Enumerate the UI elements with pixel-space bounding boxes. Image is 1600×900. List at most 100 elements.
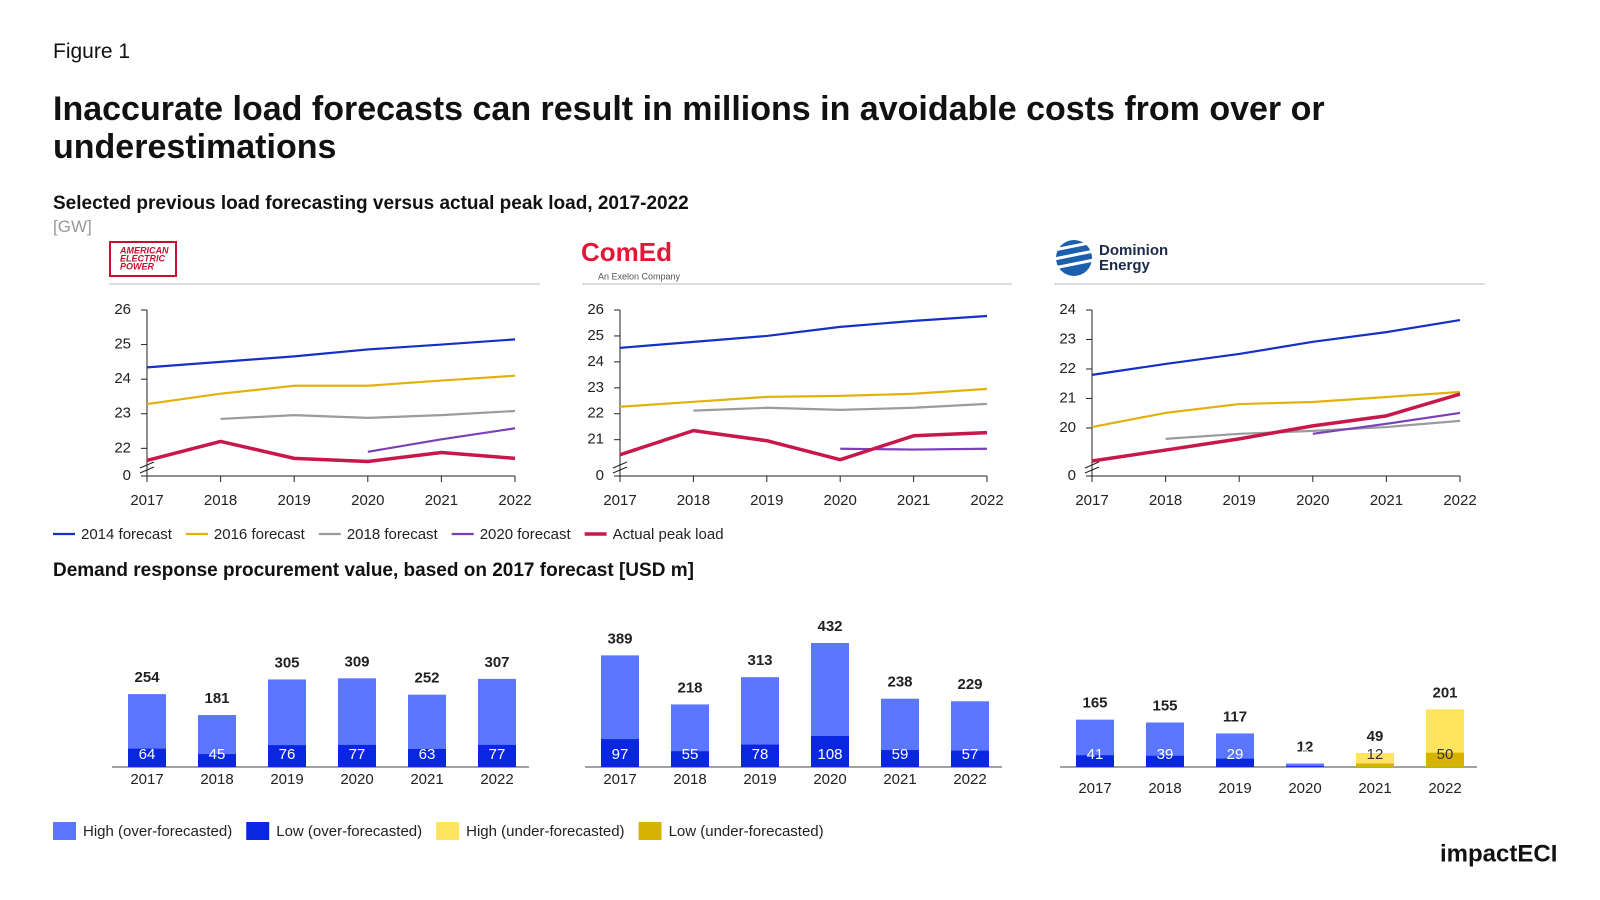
y-tick-label: 23 [114,405,131,422]
bar [1286,763,1324,767]
y-tick-label: 23 [1059,330,1076,347]
y-tick-label: 22 [587,405,604,422]
value-label: 97 [612,746,629,763]
y-tick-label: 25 [587,327,604,344]
y-tick-label: 24 [587,353,604,370]
x-tick-label: 2018 [677,492,710,509]
logo-text: ComEd [581,237,672,267]
bar [1076,755,1114,767]
x-tick-label: 2021 [410,771,443,788]
figure-label: Figure 1 [53,40,131,63]
x-tick-label: 2020 [1296,492,1329,509]
y-tick-label: 24 [1059,301,1076,318]
x-tick-label: 2019 [743,771,776,788]
y-tick-label: 0 [596,467,604,484]
value-label: 309 [344,653,369,670]
x-tick-label: 2017 [1075,492,1108,509]
logo-text: AMERICAN [119,245,169,255]
footer-brand: impactECI [1440,840,1557,867]
x-tick-label: 2020 [813,771,846,788]
value-label: 50 [1437,746,1454,763]
subtitle: Selected previous load forecasting versu… [53,193,689,214]
x-tick-label: 2020 [1288,780,1321,797]
x-tick-label: 2021 [897,492,930,509]
value-label: 59 [892,746,909,763]
value-label: 45 [209,746,226,763]
value-label: 78 [752,746,769,763]
line [619,387,988,408]
line [619,314,988,349]
axis-break [612,466,628,474]
x-tick-label: 2017 [130,771,163,788]
bar [1426,752,1464,767]
axis-break [612,461,628,469]
value-label: 218 [677,679,702,696]
value-label: 64 [139,746,156,763]
x-tick-label: 2018 [204,492,237,509]
y-tick-label: 26 [114,301,131,318]
legend-swatch [53,822,76,840]
x-tick-label: 2019 [1223,492,1256,509]
axis-break [139,466,155,474]
bar [811,736,849,767]
line [1165,419,1461,440]
value-label: 41 [1087,746,1104,763]
x-tick-label: 2018 [200,771,233,788]
x-tick-label: 2020 [351,492,384,509]
y-tick-label: 22 [114,439,131,456]
value-label: 313 [747,652,772,669]
x-tick-label: 2022 [953,771,986,788]
logo-text: An Exelon Company [598,271,681,281]
bar [408,748,446,767]
value-label: 77 [349,746,366,763]
value-label: 29 [1227,746,1244,763]
value-label: 389 [607,630,632,647]
value-label: 238 [887,674,912,691]
x-tick-label: 2017 [603,771,636,788]
x-tick-label: 2019 [270,771,303,788]
x-tick-label: 2017 [130,492,163,509]
line [693,402,988,412]
bar [951,750,989,767]
value-label: 76 [279,746,296,763]
y-tick-label: 21 [1059,389,1076,406]
value-label: 12 [1367,746,1384,763]
legend-swatch [246,822,270,840]
x-tick-label: 2021 [1358,780,1391,797]
subtitle: Demand response procurement value, based… [53,560,694,581]
logo-text: POWER [120,261,155,271]
axis-break [139,461,155,469]
x-tick-label: 2022 [480,771,513,788]
bar [128,748,166,767]
legend-swatch [638,822,662,840]
x-tick-label: 2021 [1370,492,1403,509]
y-tick-label: 0 [1068,467,1076,484]
bar [198,754,236,767]
y-tick-label: 20 [1059,419,1076,436]
value-label: 117 [1223,708,1247,725]
x-tick-label: 2018 [1148,780,1181,797]
x-tick-label: 2022 [498,492,531,509]
legend-label: 2014 forecast [81,526,173,543]
x-tick-label: 2018 [1149,492,1182,509]
unit: [GW] [53,217,92,236]
bar [478,744,516,767]
line [1091,318,1461,376]
bar [741,744,779,767]
value-label: 39 [1157,746,1174,763]
value-label: 63 [419,746,436,763]
x-tick-label: 2020 [340,771,373,788]
value-label: 432 [817,618,842,635]
line [220,409,516,421]
value-label: 254 [134,669,160,686]
y-tick-label: 22 [1059,360,1076,377]
bar [1356,752,1394,767]
legend-label: High (over-forecasted) [83,823,232,840]
x-tick-label: 2019 [1218,780,1251,797]
legend-label: 2016 forecast [214,526,306,543]
line [1091,392,1461,463]
logo-text: Energy [1099,257,1151,274]
legend-label: 2018 forecast [347,526,439,543]
line [619,428,988,462]
logo-text: Dominion [1099,242,1168,259]
